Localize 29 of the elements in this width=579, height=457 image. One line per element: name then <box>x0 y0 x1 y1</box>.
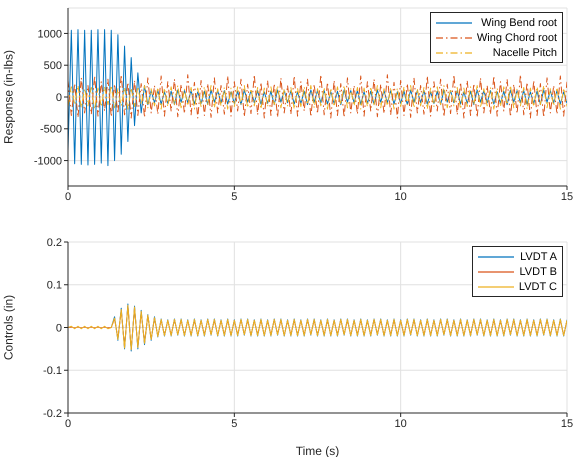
x-tick-label: 10 <box>394 418 407 430</box>
y-tick-label: 0.1 <box>46 280 62 292</box>
y-tick-label: -0.1 <box>43 365 62 378</box>
line-series <box>68 74 567 118</box>
x-tick-label: 15 <box>560 190 574 203</box>
line-series <box>68 85 567 110</box>
y-tick-label: 0 <box>56 322 62 334</box>
y-axis-title: Controls (in) <box>1 294 16 360</box>
legend-label: LVDT A <box>519 250 557 262</box>
y-tick-label: 0.2 <box>46 236 62 249</box>
legend-label: Wing Bend root <box>480 16 557 28</box>
x-tick-label: 5 <box>231 418 238 430</box>
y-tick-label: -1000 <box>34 155 62 168</box>
line-series <box>68 29 567 166</box>
x-tick-label: 0 <box>64 418 72 430</box>
legend-label: LVDT C <box>518 280 557 292</box>
x-tick-label: 15 <box>560 418 574 430</box>
y-tick-label: 500 <box>44 60 62 72</box>
y-tick-label: 1000 <box>38 28 62 40</box>
y-tick-label: 0 <box>56 92 62 104</box>
legend-label: Nacelle Pitch <box>492 46 557 58</box>
x-tick-label: 5 <box>231 190 238 203</box>
legend-label: Wing Chord root <box>476 32 557 44</box>
y-axis-title: Response (in-lbs) <box>1 50 16 144</box>
x-tick-label: 0 <box>64 190 72 203</box>
x-tick-label: 10 <box>394 190 407 203</box>
y-tick-label: -0.2 <box>43 408 62 420</box>
legend-label: LVDT B <box>518 266 557 278</box>
y-tick-label: -500 <box>40 124 62 136</box>
